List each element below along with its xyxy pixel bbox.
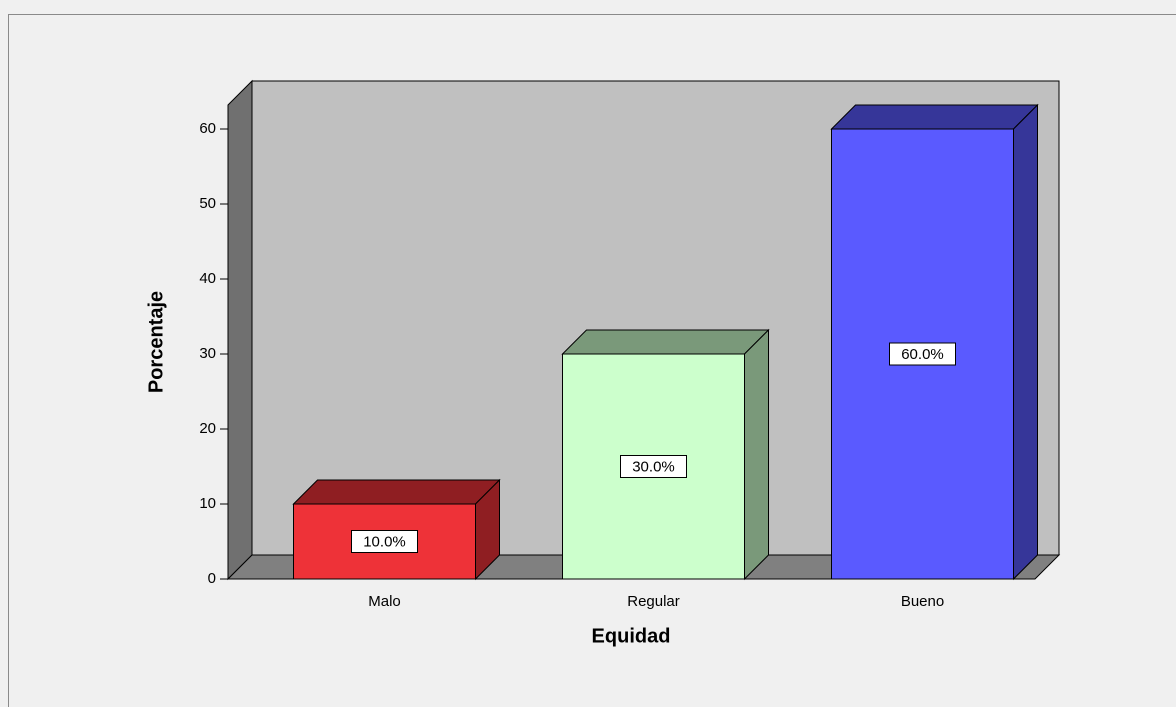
value-label: 60.0% xyxy=(901,346,944,363)
x-axis-title: Equidad xyxy=(592,625,671,647)
y-tick-label: 0 xyxy=(208,570,216,587)
bar-top xyxy=(830,104,1039,130)
bar-top xyxy=(561,329,770,355)
value-label: 10.0% xyxy=(363,533,406,550)
y-tick-label: 60 xyxy=(199,120,216,137)
x-tick-label: Malo xyxy=(368,593,401,610)
y-axis-title: Porcentaje xyxy=(145,291,167,393)
value-label: 30.0% xyxy=(632,458,675,475)
y-tick-label: 40 xyxy=(199,270,216,287)
y-tick-label: 30 xyxy=(199,345,216,362)
x-tick-label: Regular xyxy=(627,593,680,610)
y-tick-label: 20 xyxy=(199,420,216,437)
value-label-box xyxy=(351,530,418,553)
bar-side xyxy=(1013,103,1038,581)
value-label-box xyxy=(620,455,687,478)
bar-side xyxy=(744,328,769,581)
left-wall xyxy=(227,79,253,581)
bar-top xyxy=(292,479,501,505)
y-tick-label: 50 xyxy=(199,195,216,212)
y-tick-label: 10 xyxy=(199,495,216,512)
x-tick-label: Bueno xyxy=(901,593,944,610)
value-label-box xyxy=(889,342,956,366)
